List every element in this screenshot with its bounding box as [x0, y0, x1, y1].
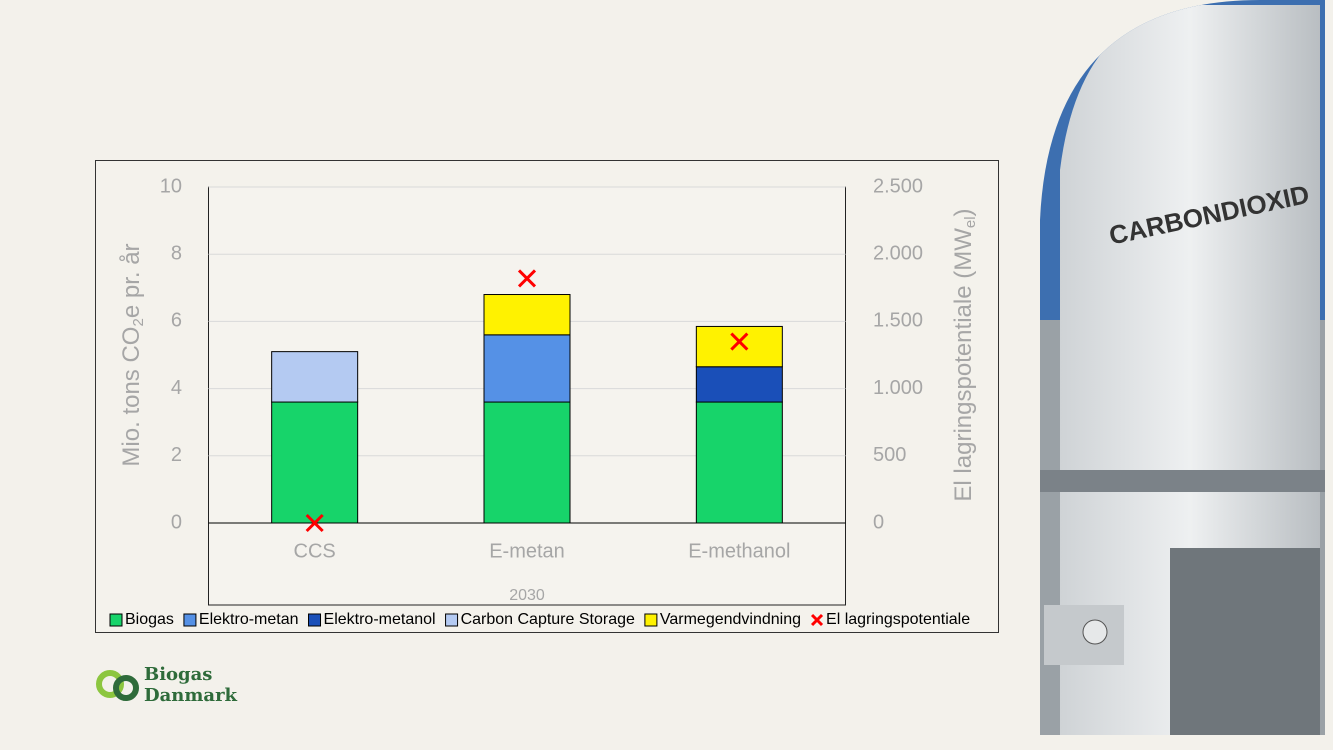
- x-tick-label: E-metan: [489, 540, 565, 562]
- x-tick-label: E-methanol: [688, 540, 790, 562]
- x-axis-label: 2030: [509, 587, 545, 604]
- logo-text: Danmark: [144, 685, 238, 706]
- y2-tick-label: 2.000: [873, 242, 923, 264]
- bar-segment: [483, 401, 571, 524]
- bar-segment: [483, 334, 571, 403]
- marker: [730, 332, 749, 351]
- y2-tick-label: 1.500: [873, 310, 923, 332]
- legend-swatch: [644, 613, 658, 627]
- y2-tick-label: 500: [873, 444, 906, 466]
- y-tick-label: 10: [160, 175, 182, 197]
- logo-text: Biogas: [144, 664, 212, 685]
- bar-segment: [695, 401, 783, 524]
- marker: [305, 513, 324, 533]
- y-axis-label-part: e pr. år: [118, 243, 145, 318]
- y2-axis-label-part: ): [950, 208, 977, 216]
- legend-swatch: [183, 613, 197, 627]
- legend-label: Biogas: [125, 611, 174, 628]
- marker: [517, 269, 537, 288]
- legend-swatch: [445, 613, 459, 627]
- chart: 0 2 4 6 8 10 0 500 1.000 1.500 2.000 2.500 CCS E-meta…: [109, 175, 979, 628]
- y-tick-label: 6: [171, 310, 182, 332]
- y-tick-label: 4: [171, 377, 182, 399]
- legend-swatch: [308, 613, 322, 627]
- legend-label: El lagringspotentiale: [826, 611, 970, 628]
- x-tick-label: CCS: [294, 540, 336, 562]
- legend-label: Elektro-metanol: [324, 611, 436, 628]
- y-tick-label: 2: [171, 444, 182, 466]
- legend-label: Carbon Capture Storage: [461, 611, 635, 628]
- bar-segment: [271, 351, 359, 403]
- marker: [810, 613, 824, 627]
- photo: CARBONDIOXID: [1040, 0, 1325, 735]
- y2-tick-label: 2.500: [873, 175, 923, 197]
- y2-axis-label-part: el: [962, 216, 979, 228]
- y2-axis-label-part: El lagringspotentiale (MW: [950, 228, 977, 502]
- y-tick-label: 8: [171, 242, 182, 264]
- bar-segment: [483, 294, 571, 336]
- y-axis-label-part: Mio. tons CO: [118, 327, 145, 467]
- y-axis-label-part: 2: [130, 318, 147, 326]
- y-axis-label: Mio. tons CO2e pr. år: [118, 243, 147, 466]
- legend-label: Varmegendvindning: [660, 611, 801, 628]
- bar-segment: [695, 325, 783, 368]
- legend-swatch: [109, 613, 123, 627]
- y-tick-label: 0: [171, 511, 182, 533]
- bar-segment: [271, 401, 359, 524]
- legend-label: Elektro-metan: [199, 611, 299, 628]
- logo: Biogas Danmark: [96, 664, 238, 706]
- y2-tick-label: 0: [873, 511, 884, 533]
- y2-axis-label: El lagringspotentiale (MWel): [950, 208, 979, 501]
- y2-tick-label: 1.000: [873, 377, 923, 399]
- bar-segment: [695, 366, 783, 403]
